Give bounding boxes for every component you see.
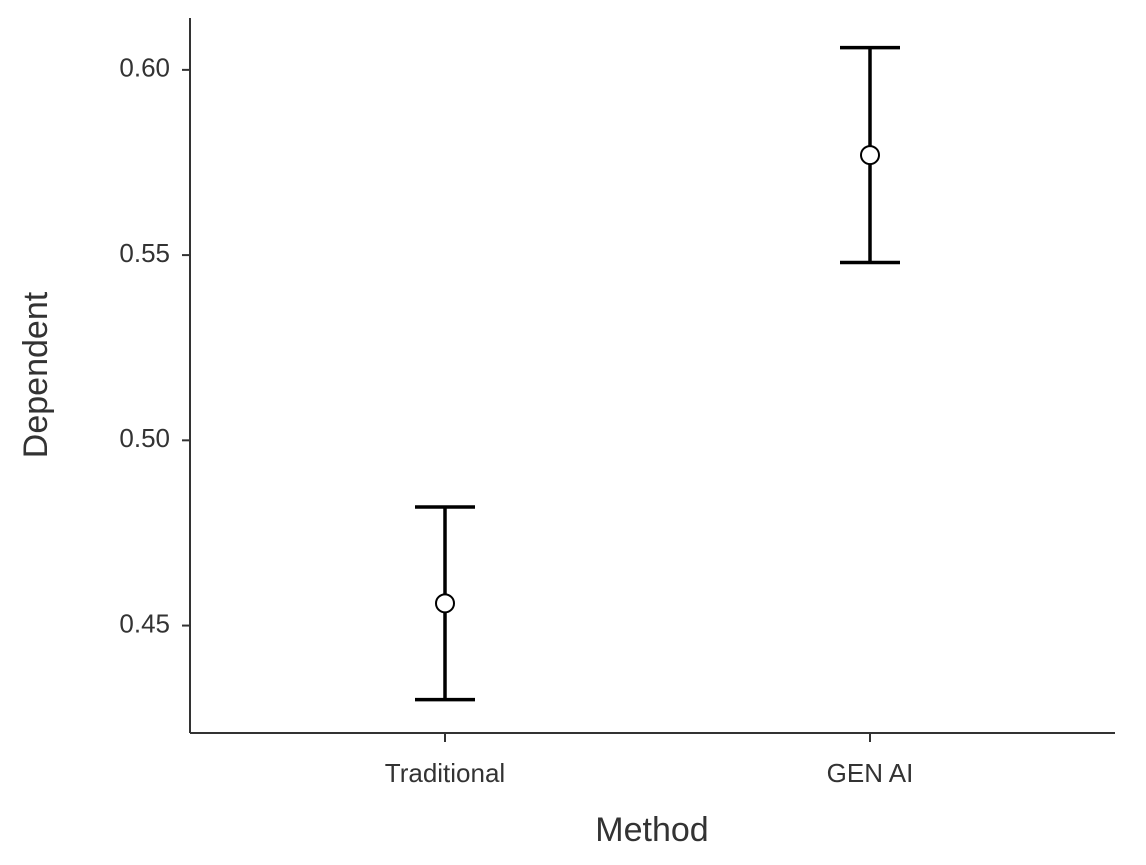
- y-tick-label: 0.50: [119, 423, 170, 453]
- y-tick-label: 0.45: [119, 608, 170, 638]
- y-axis-title: Dependent: [17, 291, 55, 458]
- y-tick-label: 0.60: [119, 53, 170, 83]
- y-tick-label: 0.55: [119, 238, 170, 268]
- point: [860, 145, 880, 166]
- x-tick-label: Traditional: [385, 758, 505, 788]
- x-tick-label: GEN AI: [827, 758, 914, 788]
- point: [435, 593, 455, 614]
- x-axis-title: Method: [595, 811, 708, 849]
